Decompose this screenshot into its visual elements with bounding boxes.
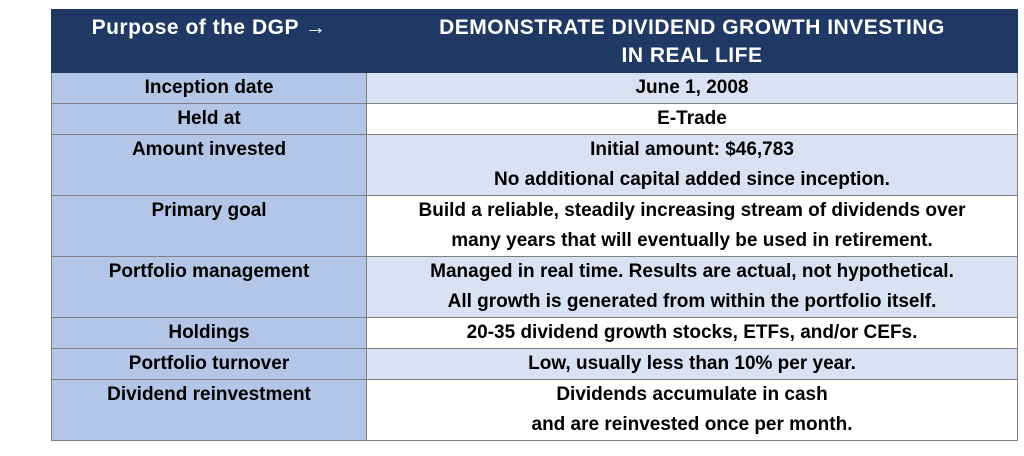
row-value-line: No additional capital added since incept… [494, 169, 890, 190]
row-value-line: June 1, 2008 [635, 77, 749, 98]
row-value: E-Trade [366, 103, 1018, 135]
row-value-line: 20-35 dividend growth stocks, ETFs, and/… [466, 322, 918, 343]
row-value: Managed in real time. Results are actual… [366, 256, 1018, 318]
row-label: Primary goal [51, 195, 367, 257]
row-value: Initial amount: $46,783 No additional ca… [366, 134, 1018, 196]
row-label: Holdings [51, 317, 367, 349]
table-row: Amount invested Initial amount: $46,783 … [51, 134, 1018, 196]
table-row: Portfolio turnover Low, usually less tha… [51, 348, 1018, 380]
table-row: Inception date June 1, 2008 [51, 72, 1018, 104]
table-header-row: Purpose of the DGP → DEMONSTRATE DIVIDEN… [51, 9, 1018, 73]
row-value: 20-35 dividend growth stocks, ETFs, and/… [366, 317, 1018, 349]
row-value: Build a reliable, steadily increasing st… [366, 195, 1018, 257]
row-value-line: Build a reliable, steadily increasing st… [418, 200, 966, 221]
row-value-line: Initial amount: $46,783 [590, 139, 794, 160]
row-value-line: E-Trade [657, 108, 727, 129]
row-label: Held at [51, 103, 367, 135]
table-row: Primary goal Build a reliable, steadily … [51, 195, 1018, 257]
header-purpose-line: IN REAL LIFE [621, 44, 763, 67]
table-row: Dividend reinvestment Dividends accumula… [51, 379, 1018, 441]
row-value-line: many years that will eventually be used … [451, 230, 933, 251]
row-value-line: Dividends accumulate in cash [556, 384, 828, 405]
table-row: Held at E-Trade [51, 103, 1018, 135]
table-row: Holdings 20-35 dividend growth stocks, E… [51, 317, 1018, 349]
header-purpose-label: Purpose of the DGP → [51, 9, 367, 73]
table-row: Portfolio management Managed in real tim… [51, 256, 1018, 318]
row-value: June 1, 2008 [366, 72, 1018, 104]
row-value-line: Managed in real time. Results are actual… [430, 261, 954, 282]
row-value-line: Low, usually less than 10% per year. [528, 353, 856, 374]
row-label: Inception date [51, 72, 367, 104]
row-value-line: and are reinvested once per month. [531, 414, 853, 435]
row-label: Portfolio turnover [51, 348, 367, 380]
row-value-line: All growth is generated from within the … [447, 291, 937, 312]
row-value: Low, usually less than 10% per year. [366, 348, 1018, 380]
row-label: Amount invested [51, 134, 367, 196]
header-purpose-line: DEMONSTRATE DIVIDEND GROWTH INVESTING [439, 16, 945, 39]
dgp-table: Purpose of the DGP → DEMONSTRATE DIVIDEN… [51, 9, 1018, 441]
row-label: Dividend reinvestment [51, 379, 367, 441]
row-label: Portfolio management [51, 256, 367, 318]
row-value: Dividends accumulate in cash and are rei… [366, 379, 1018, 441]
header-purpose-value: DEMONSTRATE DIVIDEND GROWTH INVESTING IN… [366, 9, 1018, 73]
